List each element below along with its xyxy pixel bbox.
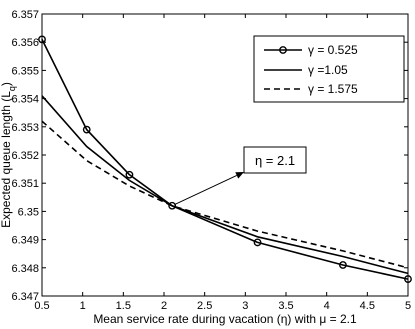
x-axis-label: Mean service rate during vacation (η) wi…	[93, 312, 357, 326]
legend-label-gamma-1-05: γ =1.05	[308, 63, 348, 77]
y-tick-label: 6.351	[11, 178, 39, 190]
legend: γ = 0.525 γ =1.05 γ = 1.575	[253, 35, 405, 103]
data-point-gamma-0-525	[339, 261, 347, 269]
x-tick-label: 4	[324, 300, 330, 312]
y-tick-label: 6.348	[11, 263, 39, 275]
y-tick-label: 6.357	[11, 9, 39, 21]
x-tick-label: 1.5	[116, 300, 131, 312]
data-point-gamma-0-525	[125, 170, 134, 179]
legend-marker-gamma-0-525	[279, 46, 287, 54]
series-line-gamma-1-05	[41, 95, 409, 275]
annotation: η = 2.1	[174, 146, 307, 205]
x-tick-label: 3.5	[278, 300, 293, 312]
annotation-arrow	[174, 174, 237, 205]
x-tick-label: 1	[80, 300, 86, 312]
y-tick-label: 6.35	[18, 206, 39, 218]
x-tick-label: 2.5	[197, 300, 212, 312]
x-tick-label: 3	[242, 300, 248, 312]
y-tick-label: 6.354	[11, 94, 39, 106]
y-tick-label: 6.352	[11, 150, 39, 162]
x-tick-label: 0.5	[34, 300, 49, 312]
data-point-gamma-0-525	[168, 201, 177, 210]
data-point-gamma-0-525	[82, 125, 91, 134]
x-tick-label: 5	[405, 300, 411, 312]
x-tick-label: 2	[161, 300, 167, 312]
x-tick-label: 4.5	[360, 300, 375, 312]
data-point-gamma-0-525	[253, 238, 262, 247]
annotation-arrowhead	[235, 172, 244, 179]
annotation-box	[243, 146, 307, 174]
y-tick-label: 6.349	[11, 235, 39, 247]
legend-label-gamma-0-525: γ = 0.525	[308, 43, 358, 57]
series-line-gamma-1-575	[41, 120, 409, 269]
legend-label-gamma-1-575: γ = 1.575	[308, 82, 358, 96]
annotation-label: η = 2.1	[255, 153, 295, 168]
y-tick-label: 6.347	[11, 291, 39, 303]
legend-box	[253, 35, 405, 103]
y-tick-label: 6.353	[11, 122, 39, 134]
y-tick-label: 6.356	[11, 37, 39, 49]
y-axis-label: Expected queue length (Lq)	[0, 82, 17, 228]
y-tick-label: 6.355	[11, 65, 39, 77]
plot-frame	[41, 13, 409, 297]
